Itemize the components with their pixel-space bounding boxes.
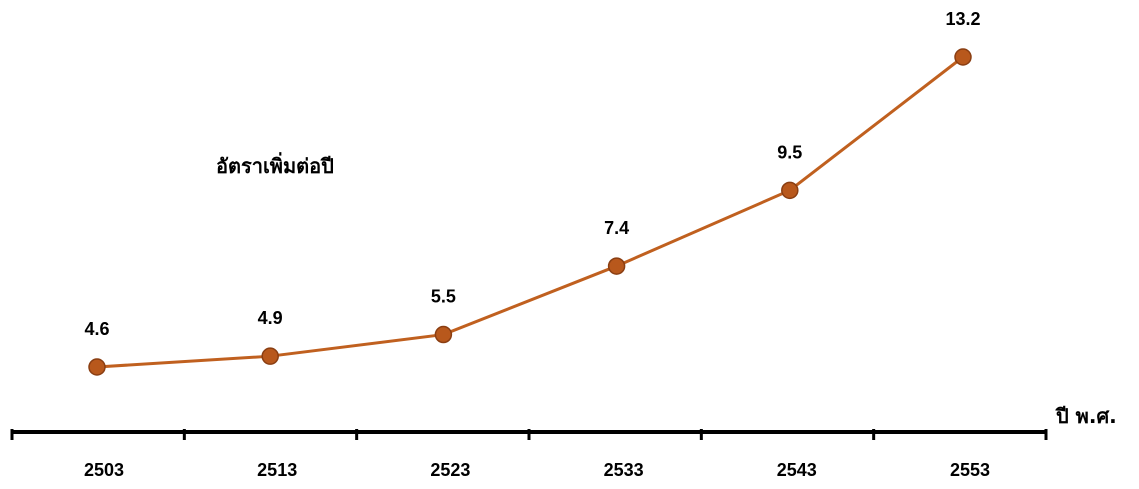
data-label: 4.9 (258, 308, 283, 328)
series-line (96, 55, 964, 369)
data-label: 5.5 (431, 287, 456, 307)
data-point (88, 358, 106, 376)
x-tick-label: 2553 (950, 460, 990, 480)
data-point (434, 325, 453, 344)
x-tick-label: 2533 (604, 460, 644, 480)
x-tick-label: 2513 (257, 460, 297, 480)
series-label: อัตราเพิ่มต่อปี (216, 154, 334, 178)
x-axis-title: ปี พ.ศ. (1056, 404, 1117, 428)
data-label: 7.4 (604, 218, 629, 238)
x-tick-label: 2543 (777, 460, 817, 480)
data-label: 9.5 (777, 142, 802, 162)
data-point (954, 48, 972, 66)
data-point (607, 257, 626, 275)
x-tick-label: 2503 (84, 460, 124, 480)
data-label: 4.6 (84, 319, 109, 339)
data-point (261, 347, 279, 365)
x-tick-label: 2523 (430, 460, 470, 480)
data-point (781, 181, 799, 200)
data-label: 13.2 (945, 9, 980, 29)
